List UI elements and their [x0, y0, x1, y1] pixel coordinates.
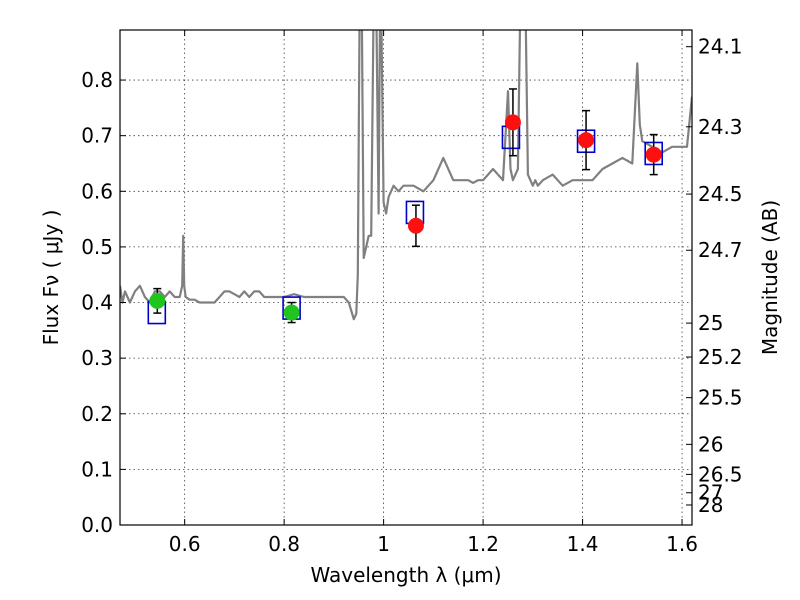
near-ir-point [645, 146, 662, 163]
y-tick-label: 0.3 [81, 346, 113, 370]
y-tick-label: 0.4 [81, 291, 113, 315]
mag-tick-label: 25.5 [698, 386, 743, 410]
x-tick-label: 0.6 [169, 532, 201, 556]
mag-tick-label: 26 [698, 432, 723, 456]
y-tick-label: 0.5 [81, 235, 113, 259]
near-ir-point [407, 217, 424, 234]
x-tick-label: 1.4 [567, 532, 599, 556]
y-tick-label: 0.6 [81, 179, 113, 203]
spectrum-line [120, 30, 692, 321]
y-tick-label: 0.0 [81, 513, 113, 537]
tick-marks [120, 30, 692, 526]
mag-tick-label: 24.5 [698, 182, 743, 206]
marker-layer [147, 88, 664, 325]
y-tick-label: 0.1 [81, 457, 113, 481]
x-tick-label: 1 [377, 532, 390, 556]
x-tick-label: 1.6 [666, 532, 698, 556]
mag-tick-label: 24.1 [698, 35, 743, 59]
mag-tick-label: 25.2 [698, 345, 743, 369]
mag-tick-label: 24.3 [698, 115, 743, 139]
optical-point [283, 304, 300, 321]
near-ir-point [504, 114, 521, 131]
x-axis-title: Wavelength λ (μm) [310, 563, 501, 587]
mag-tick-label: 25 [698, 311, 723, 335]
x-tick-label: 0.8 [268, 532, 300, 556]
mag-tick-label: 28 [698, 493, 723, 517]
y-tick-label: 0.2 [81, 402, 113, 426]
y-axis-right-title: Magnitude (AB) [758, 200, 782, 355]
y-tick-label: 0.8 [81, 68, 113, 92]
mag-tick-label: 26.5 [698, 462, 743, 486]
x-tick-label: 1.2 [467, 532, 499, 556]
tick-labels: 0.6 0.8 1 1.2 1.4 1.6 0.0 0.1 0.2 0.3 0.4 0.5 0.6 0.7… [81, 35, 742, 556]
mag-tick-label: 24.7 [698, 238, 743, 262]
gridlines [120, 30, 692, 526]
y-tick-label: 0.7 [81, 124, 113, 148]
optical-point [149, 292, 166, 309]
mag-tick-label: 27 [698, 481, 723, 505]
plot-frame [119, 29, 693, 526]
y-axis-title: Flux Fν ( μJy ) [39, 210, 63, 346]
spectrum-layer [120, 30, 692, 321]
near-ir-point [578, 132, 595, 149]
